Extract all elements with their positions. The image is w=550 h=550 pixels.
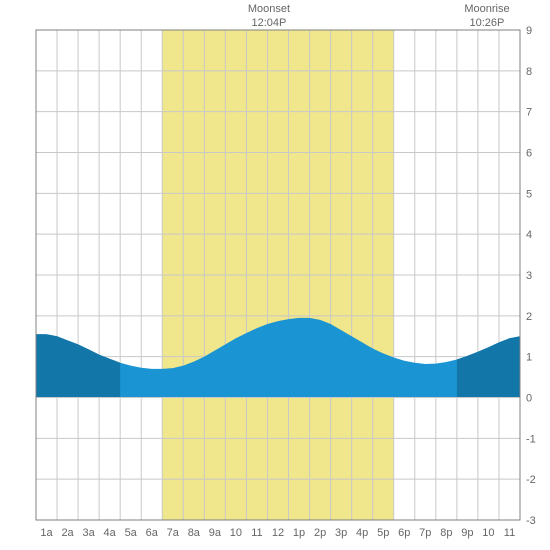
svg-text:7a: 7a [167,527,180,539]
svg-text:5a: 5a [125,527,138,539]
svg-text:1p: 1p [293,527,305,539]
svg-text:12: 12 [272,527,284,539]
svg-text:4: 4 [526,229,532,241]
chart-canvas: -3-2-101234567891a2a3a4a5a6a7a8a9a101112… [0,0,550,550]
moonrise-title: Moonrise [457,2,517,16]
svg-text:4p: 4p [356,527,368,539]
svg-text:9p: 9p [461,527,473,539]
svg-text:7: 7 [526,107,532,119]
svg-text:3: 3 [526,270,532,282]
svg-text:8p: 8p [440,527,452,539]
svg-text:6: 6 [526,148,532,160]
svg-text:3a: 3a [82,527,95,539]
svg-text:-1: -1 [526,433,536,445]
moonrise-time: 10:26P [457,16,517,30]
moonset-title: Moonset [239,2,299,16]
svg-text:3p: 3p [335,527,347,539]
svg-text:11: 11 [251,527,262,539]
svg-text:10: 10 [230,527,242,539]
svg-text:0: 0 [526,393,532,405]
svg-text:1a: 1a [40,527,53,539]
svg-text:5p: 5p [377,527,389,539]
svg-text:8: 8 [526,66,532,78]
svg-text:9a: 9a [209,527,222,539]
svg-text:1: 1 [526,352,532,364]
moonrise-annotation: Moonrise10:26P [457,2,517,31]
svg-text:-3: -3 [526,515,536,527]
svg-text:4a: 4a [104,527,117,539]
svg-text:6a: 6a [146,527,159,539]
tide-chart: -3-2-101234567891a2a3a4a5a6a7a8a9a101112… [0,0,550,550]
svg-text:7p: 7p [419,527,431,539]
svg-text:2: 2 [526,311,532,323]
svg-text:9: 9 [526,25,532,37]
moonset-time: 12:04P [239,16,299,30]
svg-text:-2: -2 [526,474,536,486]
svg-text:2p: 2p [314,527,326,539]
svg-text:8a: 8a [188,527,201,539]
svg-text:6p: 6p [398,527,410,539]
svg-text:2a: 2a [61,527,74,539]
moonset-annotation: Moonset12:04P [239,2,299,31]
svg-text:10: 10 [482,527,494,539]
svg-text:5: 5 [526,188,532,200]
svg-text:11: 11 [504,527,515,539]
